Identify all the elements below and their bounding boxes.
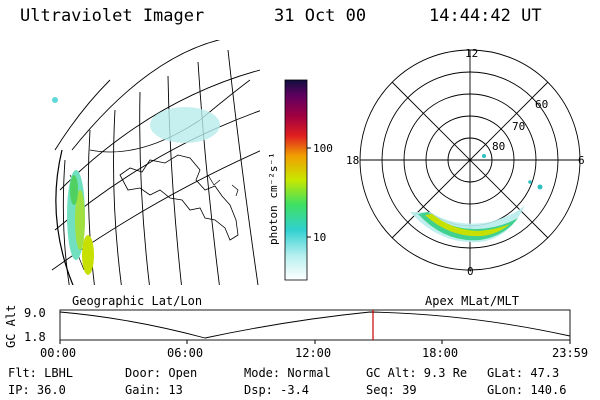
info-gain: Gain: 13	[125, 383, 183, 397]
timeline-ylabel: GC Alt	[4, 304, 18, 348]
geo-lon-line	[167, 75, 182, 285]
geo-lon-line	[139, 91, 150, 285]
mlt-label-18: 18	[346, 154, 359, 167]
geo-aurora	[52, 97, 220, 275]
geo-lon-line	[62, 159, 70, 285]
date-label: 31 Oct 00	[274, 6, 367, 26]
timeline-xtick-2359: 23:59	[552, 346, 589, 360]
coastline	[119, 154, 239, 241]
geo-lon-line	[113, 109, 122, 285]
polar-grid	[359, 49, 581, 271]
timeline-xtick-0000: 00:00	[40, 346, 77, 360]
polar-aurora	[410, 154, 543, 243]
time-label: 14:44:42 UT	[429, 6, 542, 26]
mlat-label-80: 80	[492, 140, 505, 153]
info-glon: GLon: 140.6	[487, 383, 567, 397]
mlat-label-70: 70	[512, 120, 525, 133]
mlat-label-60: 60	[535, 98, 548, 111]
geo-map	[51, 40, 260, 285]
polar-panel-label: Apex MLat/MLT	[425, 294, 519, 308]
geo-lon-line	[87, 129, 95, 285]
geo-lat-line	[59, 69, 260, 191]
colorbar-unit-label: photon cm⁻²s⁻¹	[267, 152, 280, 245]
coastline	[207, 174, 221, 186]
info-ip: IP: 36.0	[8, 383, 66, 397]
timeline-xtick-0600: 06:00	[167, 346, 204, 360]
geo-panel-label: Geographic Lat/Lon	[72, 294, 203, 308]
colorbar-tick-label: 100	[313, 142, 333, 155]
info-glat: GLat: 47.3	[487, 366, 560, 380]
colorbar	[284, 79, 308, 281]
timeline-ytick-bottom: 1.8	[24, 330, 46, 344]
earth-limb	[55, 149, 74, 285]
timeline-frame	[59, 309, 571, 341]
mlt-label-6: 6	[578, 154, 585, 167]
geo-lon-line	[227, 49, 259, 285]
timeline-xtick-1800: 18:00	[422, 346, 459, 360]
timeline-xtick-1200: 12:00	[295, 346, 332, 360]
info-gcalt: GC Alt: 9.3 Re	[366, 366, 468, 380]
info-filter: Flt: LBHL	[8, 366, 74, 380]
instrument-title: Ultraviolet Imager	[20, 6, 205, 26]
info-mode: Mode: Normal	[244, 366, 331, 380]
info-seq: Seq: 39	[366, 383, 417, 397]
timeline-ytick-top: 9.0	[24, 306, 46, 320]
mlt-label-0: 0	[467, 265, 474, 278]
geo-lat-line	[54, 79, 111, 151]
coastline	[231, 184, 239, 197]
mlt-label-12: 12	[465, 47, 478, 60]
orbit-altitude-curve	[59, 311, 571, 339]
colorbar-tick-label: 10	[313, 231, 326, 244]
geo-lat-line	[71, 40, 221, 151]
geo-lon-line	[197, 61, 220, 285]
info-door: Door: Open	[125, 366, 198, 380]
info-dsp: Dsp: -3.4	[244, 383, 310, 397]
